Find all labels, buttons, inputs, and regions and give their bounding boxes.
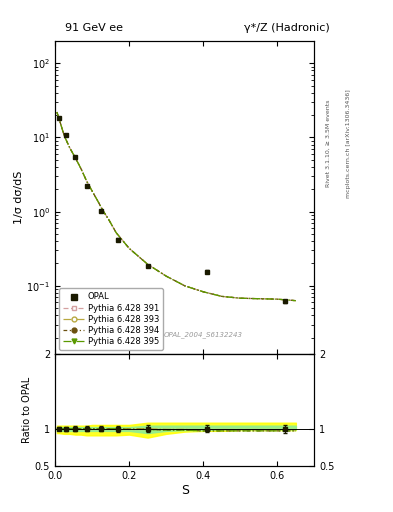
Text: 91 GeV ee: 91 GeV ee bbox=[65, 23, 123, 33]
Legend: OPAL, Pythia 6.428 391, Pythia 6.428 393, Pythia 6.428 394, Pythia 6.428 395: OPAL, Pythia 6.428 391, Pythia 6.428 393… bbox=[59, 288, 163, 350]
Text: γ*/Z (Hadronic): γ*/Z (Hadronic) bbox=[244, 23, 330, 33]
Y-axis label: Ratio to OPAL: Ratio to OPAL bbox=[22, 377, 32, 443]
Y-axis label: 1/σ dσ/dS: 1/σ dσ/dS bbox=[13, 171, 24, 224]
X-axis label: S: S bbox=[181, 483, 189, 497]
Text: OPAL_2004_S6132243: OPAL_2004_S6132243 bbox=[163, 332, 242, 338]
Text: Rivet 3.1.10, ≥ 3.5M events: Rivet 3.1.10, ≥ 3.5M events bbox=[326, 100, 331, 187]
Text: mcplots.cern.ch [arXiv:1306.3436]: mcplots.cern.ch [arXiv:1306.3436] bbox=[346, 89, 351, 198]
